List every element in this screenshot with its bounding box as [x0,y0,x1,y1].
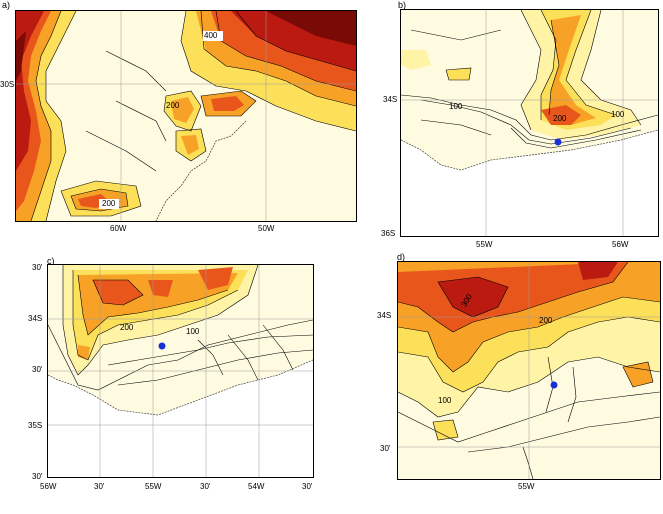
panel-c-lat-tick: 35S [28,421,43,430]
contour-label: 200 [102,199,116,208]
panel-b-label: b) [398,0,407,10]
panel-c-lat-tick: 34S [28,314,43,323]
panel-c-lon-tick: 56W [40,482,57,491]
panel-b-lon-tick: 55W [476,240,493,249]
station-marker [550,381,558,389]
panel-b-map: 100 200 100 [400,9,659,237]
contour-label: 200 [539,316,553,325]
panel-b-lat-tick: 36S [381,229,396,238]
panel-a-lat-tick: 30S [0,80,15,89]
panel-b-lat-tick: 34S [383,95,398,104]
panel-d-lat-tick: 30' [380,444,391,453]
panel-c-map: 200 100 [47,264,314,478]
panel-b-lon-tick: 56W [612,240,629,249]
contour-label: 100 [611,110,625,119]
station-marker [158,342,166,350]
panel-a-label: a) [2,0,11,10]
contour-label: 100 [186,327,200,336]
panel-d-lat-tick: 34S [377,311,392,320]
station-marker [554,138,562,146]
contour-label: 400 [204,31,218,40]
panel-a-lon-tick: 60W [110,224,127,233]
panel-c-lat-tick: 30' [32,472,43,481]
panel-c-lon-tick: 30' [94,482,105,491]
panel-a-lon-tick: 50W [258,224,275,233]
panel-d-lon-tick: 55W [518,482,535,491]
panel-d-label: d) [397,252,406,262]
panel-c-label: c) [47,256,55,266]
contour-label: 100 [449,102,463,111]
panel-d-map: 300 200 100 [397,261,661,480]
panel-c-lon-tick: 30' [200,482,211,491]
panel-a-map: 400 200 200 [15,10,357,222]
contour-label: 200 [120,323,134,332]
panel-c-lon-tick: 55W [145,482,162,491]
contour-label: 200 [553,114,567,123]
panel-c-lon-tick: 30' [302,482,313,491]
contour-label: 200 [166,101,180,110]
panel-c-lat-tick: 30' [32,263,43,272]
panel-c-lat-tick: 30' [32,365,43,374]
panel-c-lon-tick: 54W [248,482,265,491]
contour-label: 100 [438,396,452,405]
